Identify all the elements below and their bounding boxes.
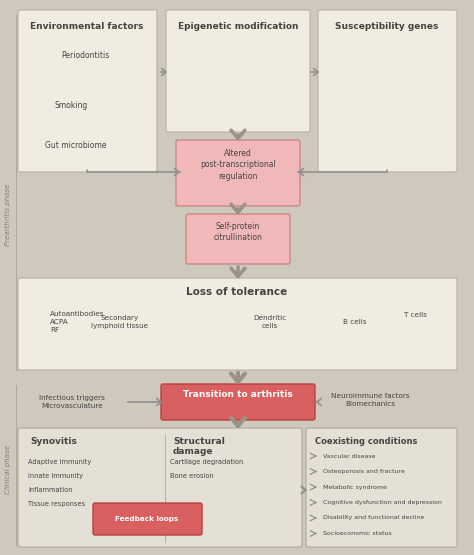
FancyBboxPatch shape <box>18 10 157 172</box>
Text: Feedback loops: Feedback loops <box>115 516 179 522</box>
FancyBboxPatch shape <box>306 428 457 547</box>
Text: Innate immunity: Innate immunity <box>28 473 83 479</box>
FancyBboxPatch shape <box>186 214 290 264</box>
Text: Neuroimmune factors
Biomechanics: Neuroimmune factors Biomechanics <box>331 393 410 407</box>
Text: Cognitive dysfunction and depression: Cognitive dysfunction and depression <box>323 500 442 505</box>
Text: B cells: B cells <box>343 319 367 325</box>
Text: Secondary
lymphoid tissue: Secondary lymphoid tissue <box>91 315 148 329</box>
Text: Smoking: Smoking <box>55 100 88 109</box>
Text: Dendritic
cells: Dendritic cells <box>254 315 287 329</box>
Text: Coexisting conditions: Coexisting conditions <box>315 437 418 446</box>
FancyBboxPatch shape <box>161 384 315 420</box>
Text: Bone erosion: Bone erosion <box>170 473 214 479</box>
Text: Osteoporosis and fracture: Osteoporosis and fracture <box>323 469 405 474</box>
Text: Gut microbiome: Gut microbiome <box>45 140 107 149</box>
Text: Disability and functional decline: Disability and functional decline <box>323 516 424 521</box>
FancyBboxPatch shape <box>18 428 302 547</box>
Text: Clinical phase: Clinical phase <box>5 446 11 495</box>
Text: Self-protein
citrullination: Self-protein citrullination <box>214 222 263 243</box>
Text: Environmental factors: Environmental factors <box>30 22 144 31</box>
Text: Periodontitis: Periodontitis <box>61 51 109 59</box>
Text: Susceptibility genes: Susceptibility genes <box>335 22 439 31</box>
Text: T cells: T cells <box>403 312 427 318</box>
Text: Vascular disease: Vascular disease <box>323 453 375 458</box>
Text: Structural
damage: Structural damage <box>173 437 225 456</box>
Text: Inflammation: Inflammation <box>28 487 73 493</box>
Text: Altered
post-transcriptional
regulation: Altered post-transcriptional regulation <box>200 149 276 181</box>
FancyBboxPatch shape <box>318 10 457 172</box>
Text: Autoantibodies
ACPA
RF: Autoantibodies ACPA RF <box>50 311 104 333</box>
Text: Socioeconomic status: Socioeconomic status <box>323 531 392 536</box>
Text: Infectious triggers
Microvasculature: Infectious triggers Microvasculature <box>39 395 105 409</box>
Text: Transition to arthritis: Transition to arthritis <box>183 390 293 399</box>
Text: Loss of tolerance: Loss of tolerance <box>186 287 288 297</box>
Text: Cartilage degradation: Cartilage degradation <box>170 459 243 465</box>
FancyBboxPatch shape <box>176 140 300 206</box>
Text: Epigenetic modification: Epigenetic modification <box>178 22 298 31</box>
Text: Prearthritis phase: Prearthritis phase <box>5 184 11 246</box>
Text: Synovitis: Synovitis <box>30 437 77 446</box>
Text: Tissue responses: Tissue responses <box>28 501 85 507</box>
FancyBboxPatch shape <box>93 503 202 535</box>
Text: Metabolic syndrome: Metabolic syndrome <box>323 485 387 490</box>
FancyBboxPatch shape <box>18 278 457 370</box>
FancyBboxPatch shape <box>166 10 310 132</box>
Text: Adaptive immunity: Adaptive immunity <box>28 459 91 465</box>
